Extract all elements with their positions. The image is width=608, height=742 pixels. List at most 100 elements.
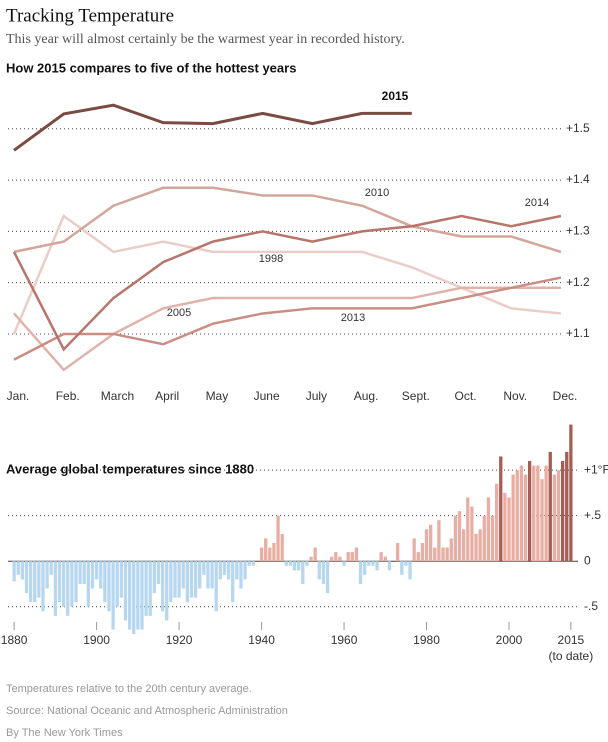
bar bbox=[119, 561, 123, 598]
bar bbox=[342, 561, 346, 566]
bar bbox=[173, 561, 177, 598]
bar bbox=[305, 561, 309, 566]
bar bbox=[276, 515, 280, 562]
bar bbox=[41, 561, 45, 612]
x-tick-label: April bbox=[155, 389, 179, 403]
bar bbox=[363, 561, 367, 575]
x-tick-label: March bbox=[101, 389, 134, 403]
x-tick-label: Dec. bbox=[553, 389, 578, 403]
bar bbox=[226, 561, 231, 580]
bar bbox=[239, 561, 243, 589]
bar bbox=[387, 561, 392, 571]
bar bbox=[420, 542, 425, 562]
bar bbox=[309, 556, 313, 562]
bar bbox=[193, 561, 198, 598]
bar bbox=[231, 561, 235, 603]
bar bbox=[548, 451, 552, 562]
bar bbox=[511, 474, 515, 562]
x-tick-label: June bbox=[254, 389, 280, 403]
bar bbox=[540, 479, 544, 562]
bar bbox=[325, 561, 330, 594]
bar bbox=[474, 533, 478, 562]
bar bbox=[28, 561, 33, 603]
bar bbox=[292, 561, 297, 571]
x-tick-label: May bbox=[206, 389, 229, 403]
bar bbox=[99, 561, 103, 589]
bar bbox=[202, 561, 206, 575]
bar bbox=[367, 561, 371, 566]
bar bbox=[61, 561, 66, 607]
bar bbox=[466, 497, 470, 562]
bar bbox=[457, 511, 462, 562]
bar bbox=[78, 561, 82, 584]
series-line bbox=[13, 276, 562, 361]
bar bbox=[284, 561, 288, 566]
note: Temperatures relative to the 20th centur… bbox=[6, 683, 252, 695]
bar bbox=[259, 547, 264, 562]
bar bbox=[148, 561, 152, 616]
bar bbox=[490, 515, 495, 562]
bar bbox=[437, 520, 441, 562]
bar bbox=[552, 474, 557, 562]
y-tick-label: +.5 bbox=[584, 508, 601, 522]
bar bbox=[127, 561, 132, 630]
series-label: 2015 bbox=[382, 89, 409, 103]
bar bbox=[313, 547, 317, 562]
bar bbox=[152, 561, 156, 594]
bar bbox=[358, 561, 363, 584]
bar bbox=[86, 561, 91, 607]
bar bbox=[12, 561, 16, 582]
bar bbox=[482, 515, 486, 562]
bar bbox=[111, 561, 115, 630]
bar bbox=[515, 470, 519, 562]
bar bbox=[272, 542, 276, 562]
series-line bbox=[13, 286, 561, 372]
bar bbox=[136, 561, 140, 630]
subtitle: This year will almost certainly be the w… bbox=[6, 32, 405, 47]
chart-title: Average global temperatures since 1880 bbox=[6, 461, 254, 476]
x-tick-label: 1960 bbox=[331, 633, 358, 647]
bar bbox=[379, 552, 383, 562]
bar bbox=[177, 561, 181, 598]
bar bbox=[375, 561, 379, 571]
bar bbox=[350, 552, 354, 562]
bar bbox=[317, 561, 321, 580]
y-tick-label: -.5 bbox=[584, 599, 598, 613]
bar bbox=[565, 451, 569, 562]
x-tick-label: Aug. bbox=[354, 389, 379, 403]
bar bbox=[115, 561, 119, 607]
chart-title: How 2015 compares to five of the hottest… bbox=[6, 60, 296, 75]
bar bbox=[132, 561, 136, 635]
bar bbox=[247, 561, 251, 566]
x-tick-label: 2015 bbox=[558, 633, 585, 647]
bar bbox=[90, 561, 95, 589]
bar bbox=[280, 533, 284, 562]
bar bbox=[24, 561, 29, 594]
bar bbox=[433, 547, 437, 562]
x-tick-label: 1900 bbox=[83, 633, 110, 647]
y-tick-label: +1.1 bbox=[566, 326, 590, 340]
bar bbox=[74, 561, 78, 603]
bar bbox=[503, 492, 507, 562]
bar bbox=[189, 561, 194, 598]
bar bbox=[140, 561, 144, 630]
bar bbox=[33, 561, 37, 603]
bar bbox=[181, 561, 185, 589]
bar bbox=[507, 497, 511, 562]
source: Source: National Oceanic and Atmospheric… bbox=[6, 705, 288, 717]
bar bbox=[37, 561, 41, 598]
x-tick-label: 2000 bbox=[496, 633, 523, 647]
x-tick-label: 1940 bbox=[248, 633, 275, 647]
bar bbox=[66, 561, 70, 616]
bar bbox=[429, 524, 433, 562]
series-line bbox=[12, 214, 562, 352]
y-tick-label: +1.5 bbox=[566, 121, 590, 135]
bar bbox=[527, 460, 532, 562]
x-tick-label: 1920 bbox=[166, 633, 193, 647]
bar bbox=[462, 529, 466, 562]
bar bbox=[198, 561, 202, 589]
bar bbox=[536, 465, 540, 562]
bar bbox=[243, 561, 247, 580]
bar bbox=[107, 561, 111, 612]
